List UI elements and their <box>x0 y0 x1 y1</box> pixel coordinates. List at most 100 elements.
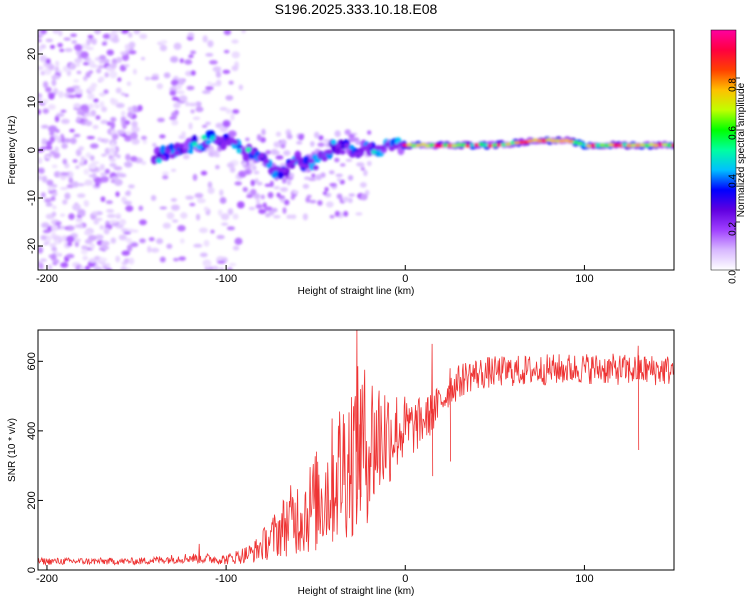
heatmap-cell <box>234 181 242 186</box>
heatmap-cell <box>131 105 139 113</box>
heatmap-cell <box>82 255 89 261</box>
heatmap-cell <box>205 86 214 91</box>
heatmap-cell <box>227 267 233 270</box>
heatmap-cell <box>54 146 59 153</box>
heatmap-cell <box>536 139 543 143</box>
heatmap-cell <box>198 227 208 234</box>
heatmap-cell <box>98 76 105 82</box>
heatmap-cell <box>219 197 227 204</box>
heatmap-cell <box>296 141 303 145</box>
heatmap-cell <box>51 224 59 232</box>
colorbar-tick-label: 0.8 <box>728 78 739 92</box>
heatmap-cell <box>671 143 674 148</box>
heatmap-x-axis: -200 -100 0 100 <box>36 265 594 285</box>
heatmap-cell <box>110 97 116 104</box>
heatmap-cell <box>250 179 256 187</box>
heatmap-cell <box>127 106 134 113</box>
heatmap-cell <box>44 198 52 203</box>
heatmap-cell <box>242 161 247 166</box>
heatmap-cell <box>311 173 316 178</box>
heatmap-cell <box>231 51 240 59</box>
heatmap-cell <box>178 143 185 149</box>
heatmap-cell <box>290 158 297 164</box>
heatmap-cell <box>384 141 391 147</box>
heatmap-cell <box>518 140 525 144</box>
heatmap-cell <box>84 179 94 186</box>
heatmap-cell <box>40 30 47 35</box>
heatmap-cell <box>54 115 60 123</box>
heatmap-cell <box>98 92 106 97</box>
heatmap-cell <box>122 53 130 62</box>
heatmap-cell <box>117 224 124 228</box>
heatmap-cell <box>160 155 167 161</box>
heatmap-cell <box>267 168 274 174</box>
heatmap-cell <box>302 183 310 189</box>
heatmap-cell <box>77 193 86 198</box>
heatmap-cell <box>326 149 333 155</box>
heatmap-cell <box>120 228 129 233</box>
colorbar-ticks: 0.0 0.2 0.4 0.6 0.8 <box>728 78 740 284</box>
heatmap-cell <box>281 177 287 184</box>
heatmap-cell <box>170 79 179 86</box>
heatmap-cell <box>182 148 189 154</box>
heatmap-cell <box>305 196 311 203</box>
heatmap-cell <box>51 74 60 80</box>
heatmap-cell <box>248 206 256 211</box>
heatmap-cell <box>116 129 126 135</box>
heatmap-cell <box>258 153 265 159</box>
heatmap-cell <box>127 32 133 38</box>
heatmap-cell <box>336 193 343 200</box>
heatmap-cell <box>71 40 77 45</box>
heatmap-cell <box>117 30 122 33</box>
heatmap-cell <box>193 243 203 248</box>
heatmap-cell <box>100 176 109 183</box>
heatmap-cell <box>590 143 597 148</box>
heatmap-cell <box>245 170 251 175</box>
heatmap-cell <box>216 234 225 240</box>
heatmap-cell <box>126 244 133 252</box>
heatmap-cell <box>85 71 91 78</box>
heatmap-cell <box>45 58 51 65</box>
heatmap-cell <box>125 153 131 161</box>
heatmap-cell <box>61 118 70 125</box>
heatmap-cell <box>128 50 137 55</box>
snr-panel: -200 -100 0 100 0 200 400 600 Height of straig… <box>7 329 675 597</box>
heatmap-cell <box>170 168 177 172</box>
heatmap-cell <box>173 102 181 109</box>
heatmap-cell <box>205 52 214 57</box>
heatmap-cell <box>60 213 66 217</box>
heatmap-cell <box>39 55 47 63</box>
heatmap-cell <box>273 141 282 148</box>
heatmap-cell <box>245 147 252 153</box>
heatmap-cell <box>190 50 197 55</box>
heatmap-cell <box>188 102 198 107</box>
heatmap-marks <box>38 30 674 270</box>
heatmap-cell <box>202 35 208 43</box>
heatmap-cell <box>164 149 171 155</box>
heatmap-cell <box>140 56 146 61</box>
heatmap-cell <box>101 153 107 157</box>
heatmap-cell <box>200 170 208 176</box>
heatmap-cell <box>41 175 48 182</box>
heatmap-cell <box>100 240 110 246</box>
heatmap-cell <box>93 102 99 109</box>
heatmap-cell <box>115 255 121 263</box>
heatmap-cell <box>192 116 201 121</box>
heatmap-cell <box>315 174 322 181</box>
heatmap-cell <box>86 38 91 46</box>
heatmap-cell <box>75 217 83 223</box>
heatmap-cell <box>45 202 53 207</box>
heatmap-cell <box>177 225 186 232</box>
heatmap-cell <box>347 174 354 181</box>
heatmap-cell <box>182 154 190 160</box>
heatmap-cell <box>261 128 266 136</box>
heatmap-cell <box>217 209 223 216</box>
heatmap-cell <box>60 186 69 191</box>
heatmap-cell <box>231 39 239 44</box>
heatmap-cell <box>250 188 257 196</box>
heatmap-cell <box>131 126 140 133</box>
heatmap-cell <box>60 172 70 176</box>
heatmap-cell <box>204 121 211 126</box>
heatmap-cell <box>181 131 186 138</box>
heatmap-cell <box>255 198 261 205</box>
